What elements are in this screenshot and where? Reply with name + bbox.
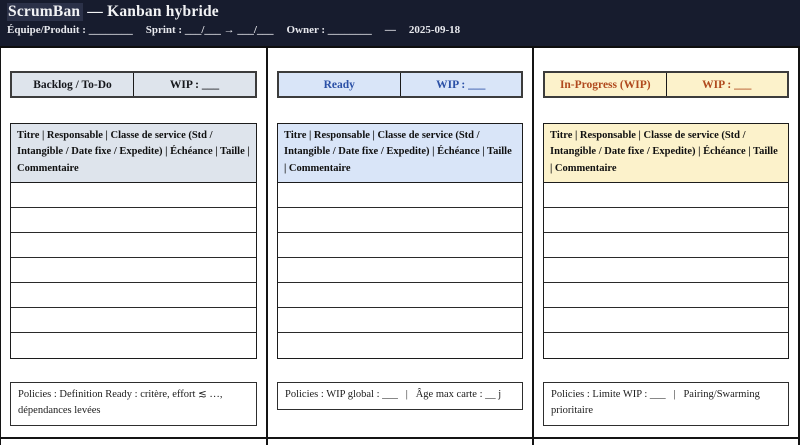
- task-row-empty[interactable]: [278, 182, 522, 208]
- backlog-wip-limit-cell: WIP : ___: [169, 78, 220, 91]
- task-row-empty[interactable]: [11, 332, 256, 358]
- document-date: 2025-09-18: [408, 24, 461, 36]
- in-progress-task-table: Titre | Responsable | Classe de service …: [543, 123, 789, 359]
- task-row-empty[interactable]: [11, 207, 256, 233]
- page-title: ScrumBan — Kanban hybride: [7, 3, 800, 21]
- task-row-empty[interactable]: [544, 332, 788, 358]
- meta-dash: —: [384, 24, 396, 36]
- page-title-rest: — Kanban hybride: [83, 3, 219, 20]
- document-header: ScrumBan — Kanban hybride Équipe/Produit…: [0, 0, 800, 46]
- task-row-empty[interactable]: [11, 282, 256, 308]
- ready-task-rows: [278, 182, 522, 358]
- task-row-empty[interactable]: [11, 257, 256, 283]
- in-progress-task-rows: [544, 182, 788, 358]
- in-progress-wip-limit-cell: WIP : ___: [702, 78, 752, 91]
- backlog-task-table-header: Titre | Responsable | Classe de service …: [11, 124, 256, 183]
- backlog-wip-header: Backlog / To-Do WIP : ___: [10, 71, 257, 98]
- task-row-empty[interactable]: [278, 232, 522, 258]
- kanban-board: Backlog / To-Do WIP : ___ Titre | Respon…: [0, 46, 800, 445]
- task-row-empty[interactable]: [544, 282, 788, 308]
- ready-title-cell: Ready: [279, 73, 401, 96]
- owner-field: Owner : ________: [286, 24, 372, 36]
- ready-policies-box: Policies : WIP global : ___ | Âge max ca…: [277, 381, 523, 411]
- ready-task-table-header: Titre | Responsable | Classe de service …: [278, 124, 522, 183]
- board-bottom-border: [0, 437, 800, 439]
- backlog-title-cell: Backlog / To-Do: [12, 73, 134, 96]
- task-row-empty[interactable]: [278, 257, 522, 283]
- in-progress-wip-header: In-Progress (WIP) WIP : ___: [543, 71, 789, 98]
- backlog-policies-box: Policies : Definition Ready : critère, e…: [10, 381, 257, 427]
- in-progress-task-table-header: Titre | Responsable | Classe de service …: [544, 124, 788, 183]
- task-row-empty[interactable]: [11, 232, 256, 258]
- team-product-field: Équipe/Produit : ________: [7, 24, 133, 36]
- ready-task-table: Titre | Responsable | Classe de service …: [277, 123, 523, 359]
- backlog-task-rows: [11, 182, 256, 358]
- task-row-empty[interactable]: [278, 282, 522, 308]
- task-row-empty[interactable]: [544, 257, 788, 283]
- task-row-empty[interactable]: [278, 207, 522, 233]
- in-progress-title-cell: In-Progress (WIP): [545, 73, 667, 96]
- task-row-empty[interactable]: [11, 182, 256, 208]
- backlog-task-table: Titre | Responsable | Classe de service …: [10, 123, 257, 359]
- task-row-empty[interactable]: [278, 307, 522, 333]
- task-row-empty[interactable]: [544, 182, 788, 208]
- column-ready: Ready WIP : ___ Titre | Responsable | Cl…: [268, 48, 534, 445]
- document-meta-line: Équipe/Produit : ________ Sprint : ___/_…: [7, 24, 800, 36]
- task-row-empty[interactable]: [11, 307, 256, 333]
- ready-wip-limit-cell: WIP : ___: [436, 78, 486, 91]
- column-backlog: Backlog / To-Do WIP : ___ Titre | Respon…: [0, 48, 268, 445]
- task-row-empty[interactable]: [544, 232, 788, 258]
- sprint-dates-field: Sprint : ___/___ → ___/___: [145, 24, 274, 36]
- ready-wip-header: Ready WIP : ___: [277, 71, 523, 98]
- in-progress-policies-box: Policies : Limite WIP : ___ | Pairing/Sw…: [543, 381, 789, 427]
- task-row-empty[interactable]: [544, 307, 788, 333]
- page-title-highlight: ScrumBan: [7, 3, 84, 21]
- task-row-empty[interactable]: [278, 332, 522, 358]
- column-in-progress: In-Progress (WIP) WIP : ___ Titre | Resp…: [534, 48, 800, 445]
- task-row-empty[interactable]: [544, 207, 788, 233]
